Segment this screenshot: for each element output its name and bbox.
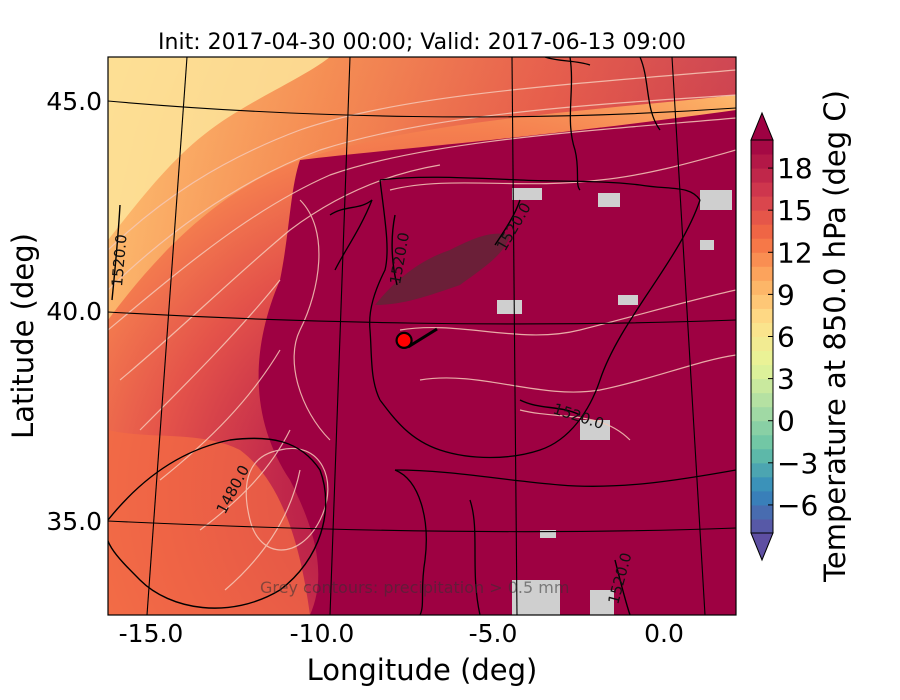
colorbar-segment	[751, 322, 773, 337]
colorbar-extend-max	[750, 111, 774, 141]
hot-core-region	[258, 110, 736, 615]
colorbar-tick-label: 6	[777, 321, 795, 354]
height-contours	[108, 199, 631, 615]
colorbar-segment	[751, 294, 773, 309]
x-tick-label: -10.0	[290, 619, 355, 648]
coastlines	[329, 57, 736, 615]
colorbar-segment	[751, 364, 773, 380]
colorbar-segment	[751, 336, 773, 352]
colorbar-segment	[751, 476, 773, 492]
chart-title: Init: 2017-04-30 00:00; Valid: 2017-06-1…	[158, 30, 686, 55]
colorbar-segment	[751, 238, 773, 253]
colorbar-segment	[751, 154, 773, 169]
colorbar-tick-label: −3	[777, 447, 818, 480]
colorbar-segment	[751, 490, 773, 506]
colorbar-tick-label: 0	[777, 405, 795, 438]
colorbar-tick-label: 15	[777, 194, 813, 227]
x-axis: -15.0 -10.0 -5.0 0.0	[119, 619, 684, 648]
colorbar-segment	[751, 350, 773, 366]
colorbar-segment	[751, 434, 773, 450]
colorbar-extend-min	[750, 532, 774, 562]
colorbar-tick-label: 18	[777, 152, 813, 185]
y-tick-label: 35.0	[46, 507, 102, 536]
graticule	[108, 57, 736, 615]
colorbar-segment	[751, 378, 773, 394]
y-tick-label: 45.0	[46, 87, 102, 116]
colorbar-segment	[751, 392, 773, 408]
contour-label: 1520.0	[108, 233, 131, 287]
colorbar-tick-label: 9	[777, 278, 795, 311]
colorbar-label: Temperature at 850.0 hPa (deg C)	[818, 90, 852, 583]
colorbar-segment	[751, 448, 773, 464]
y-axis-label: Latitude (deg)	[6, 233, 40, 439]
x-axis-label: Longitude (deg)	[307, 653, 538, 687]
colorbar-segment	[751, 518, 773, 534]
colorbar-segment	[751, 420, 773, 436]
colorbar-segment	[751, 182, 773, 197]
plot-area: 1520.0 1520.0 1520.0 1520.0 1480.0 1520.…	[108, 57, 736, 615]
location-marker	[395, 331, 413, 349]
x-tick-label: -15.0	[119, 619, 184, 648]
colorbar-segment	[751, 504, 773, 520]
colorbar-segment	[751, 196, 773, 211]
colorbar-segment	[751, 140, 773, 155]
precipitation-patches	[497, 188, 732, 615]
y-tick-label: 40.0	[46, 297, 102, 326]
x-tick-label: 0.0	[644, 619, 684, 648]
northern-gradient	[108, 57, 736, 320]
annotation-text: Grey contours: precipitation > 0.5 mm	[260, 578, 569, 597]
colorbar-segment	[751, 210, 773, 225]
x-tick-label: -5.0	[469, 619, 518, 648]
precipitation-swath	[375, 233, 510, 305]
colorbar-segment	[751, 266, 773, 281]
colorbar-segment	[751, 406, 773, 422]
colorbar-segment	[751, 308, 773, 323]
colorbar-segment	[751, 280, 773, 295]
northwest-cool-region	[108, 57, 330, 240]
colorbar-tick-label: −6	[777, 489, 818, 522]
colorbar-segment	[751, 462, 773, 478]
colorbar-segment	[751, 168, 773, 183]
colorbar: 18 15 12 9 6 3 0 −3 −6	[750, 111, 818, 562]
marker-tail	[407, 327, 438, 349]
colorbar-segment	[751, 252, 773, 267]
colorbar-tick-label: 12	[777, 236, 813, 269]
colorbar-segment	[751, 224, 773, 239]
plot-frame	[107, 56, 737, 616]
temperature-contours	[108, 69, 736, 591]
colorbar-tick-label: 3	[777, 363, 795, 396]
y-axis: 45.0 40.0 35.0	[46, 87, 102, 536]
